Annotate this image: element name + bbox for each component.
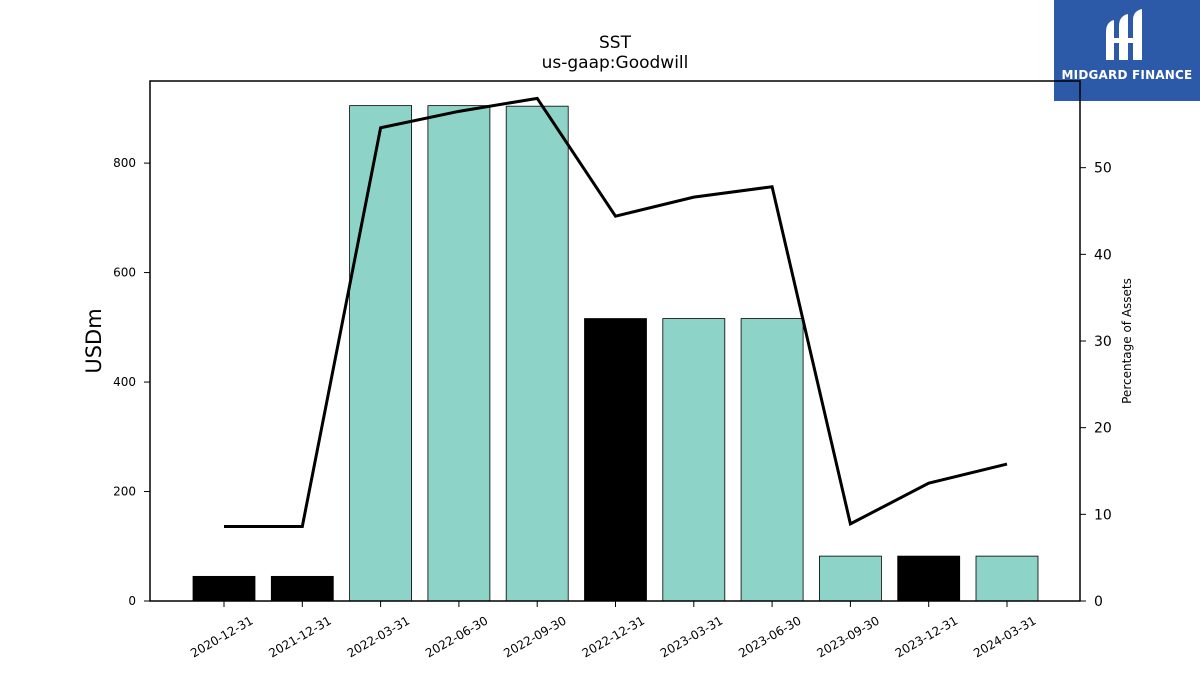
bar-2023-09-30 (819, 555, 882, 602)
x-tick-label-2022-09-30: 2022-09-30 (501, 613, 568, 660)
bar-2023-06-30 (740, 318, 804, 602)
right-tick-label: 50 (1094, 161, 1112, 177)
right-tick-label: 30 (1094, 334, 1112, 350)
bar-2024-03-31 (975, 555, 1039, 602)
x-tick-label-2023-09-30: 2023-09-30 (814, 613, 881, 660)
x-tick-label-2020-12-31: 2020-12-31 (188, 613, 255, 660)
left-tick-label: 400 (113, 375, 136, 389)
logo-text: MIDGARD FINANCE (1061, 68, 1193, 82)
midgard-m-logo-icon (1106, 9, 1142, 60)
bar-2021-12-31 (270, 575, 334, 602)
left-tick-label: 600 (113, 266, 136, 280)
chart-title: SST (599, 33, 632, 53)
chart-subtitle: us-gaap:Goodwill (542, 53, 689, 73)
right-tick-label: 0 (1094, 594, 1103, 610)
x-tick-label-2022-06-30: 2022-06-30 (423, 613, 490, 660)
percentage-of-assets-line (224, 96, 1008, 528)
left-tick-label: 200 (113, 485, 136, 499)
y-axis-label-left: USDm (82, 308, 106, 373)
bar-2022-06-30 (427, 105, 491, 602)
bar-2022-03-31 (349, 105, 413, 602)
midgard-finance-logo: MIDGARD FINANCE (1054, 0, 1200, 101)
left-tick-label: 0 (128, 594, 136, 608)
x-tick-label-2024-03-31: 2024-03-31 (971, 613, 1038, 660)
bar-2022-09-30 (505, 105, 569, 602)
x-tick-label-2023-12-31: 2023-12-31 (893, 613, 960, 660)
bar-2023-12-31 (897, 555, 961, 602)
right-tick-label: 10 (1094, 507, 1112, 523)
x-tick-label-2021-12-31: 2021-12-31 (266, 613, 333, 660)
x-tick-label-2023-03-31: 2023-03-31 (658, 613, 725, 660)
right-tick-label: 40 (1094, 247, 1112, 263)
x-tick-label-2022-12-31: 2022-12-31 (580, 613, 647, 660)
bar-2023-03-31 (662, 318, 726, 602)
x-tick-label-2023-06-30: 2023-06-30 (736, 613, 803, 660)
bar-2020-12-31 (192, 575, 256, 602)
bar-2022-12-31 (584, 318, 647, 602)
right-tick-label: 20 (1094, 421, 1112, 437)
x-tick-label-2022-03-31: 2022-03-31 (345, 613, 412, 660)
y-axis-label-right: Percentage of Assets (1120, 278, 1134, 404)
left-tick-label: 800 (113, 156, 136, 170)
